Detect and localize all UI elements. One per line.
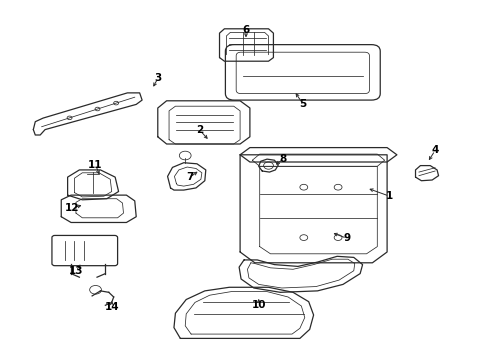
Text: 10: 10 [251, 300, 266, 310]
Text: 1: 1 [386, 191, 393, 201]
Text: 13: 13 [69, 266, 83, 276]
Text: 14: 14 [104, 302, 119, 312]
Text: 5: 5 [299, 99, 306, 109]
Text: 9: 9 [343, 233, 350, 243]
Text: 4: 4 [431, 145, 439, 156]
Text: 2: 2 [196, 125, 203, 135]
Text: 12: 12 [65, 203, 80, 213]
Text: 11: 11 [88, 160, 103, 170]
Text: 7: 7 [186, 172, 194, 182]
Text: 8: 8 [280, 154, 287, 164]
Text: 3: 3 [154, 73, 161, 84]
Text: 6: 6 [243, 24, 249, 35]
